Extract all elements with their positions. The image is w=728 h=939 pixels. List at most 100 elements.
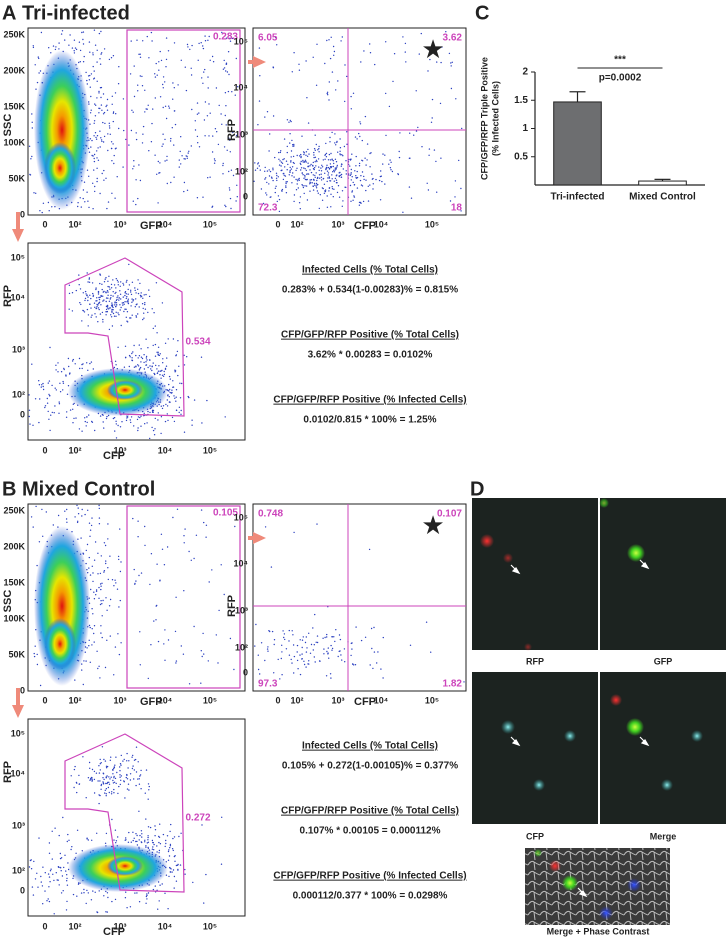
event-dot — [334, 133, 336, 135]
event-dot — [366, 159, 368, 161]
y-tick-label: 10³ — [12, 820, 25, 830]
event-dot — [42, 535, 44, 537]
event-dot — [164, 892, 166, 894]
y-tick-label: 200K — [3, 541, 25, 551]
event-dot — [111, 818, 113, 821]
event-dot — [31, 127, 33, 129]
plot-frame — [27, 242, 246, 441]
event-dot — [132, 111, 134, 113]
event-dot — [343, 145, 346, 148]
event-dot — [92, 580, 94, 583]
event-dot — [62, 382, 65, 384]
event-dot — [82, 292, 85, 294]
event-dot — [90, 899, 93, 901]
event-dot — [112, 120, 115, 123]
event-dot — [323, 653, 325, 655]
event-dot — [266, 170, 269, 172]
event-dot — [30, 859, 32, 861]
event-dot — [167, 419, 169, 422]
event-dot — [128, 789, 130, 791]
event-dot — [356, 170, 358, 173]
event-dot — [105, 562, 107, 565]
event-dot — [289, 169, 291, 172]
event-dot — [129, 317, 131, 319]
x-tick-label: 10³ — [113, 921, 126, 931]
event-dot — [283, 158, 285, 160]
event-dot — [72, 893, 75, 896]
event-dot — [132, 299, 135, 301]
event-dot — [119, 776, 121, 778]
x-axis-label: CFP — [103, 926, 125, 938]
x-tick-label: 10⁴ — [374, 695, 388, 705]
event-dot — [93, 78, 95, 80]
event-dot — [212, 135, 214, 137]
event-dot — [110, 287, 113, 289]
event-dot — [45, 511, 47, 513]
event-dot — [75, 48, 78, 51]
event-dot — [47, 382, 49, 384]
event-dot — [283, 138, 286, 140]
event-dot — [330, 677, 332, 679]
event-dot — [98, 112, 100, 114]
event-dot — [308, 663, 310, 665]
event-dot — [142, 40, 144, 42]
event-dot — [156, 351, 158, 353]
event-dot — [272, 179, 274, 182]
event-dot — [389, 167, 392, 169]
event-dot — [96, 297, 98, 299]
event-dot — [268, 169, 270, 171]
event-dot — [184, 66, 186, 68]
event-dot — [344, 64, 346, 66]
event-dot — [84, 420, 87, 423]
event-dot — [29, 423, 31, 425]
event-dot — [113, 777, 115, 779]
event-dot — [134, 287, 136, 289]
event-dot — [125, 281, 128, 283]
event-dot — [293, 143, 295, 146]
event-dot — [111, 325, 114, 327]
event-dot — [129, 906, 132, 908]
event-dot — [93, 153, 96, 156]
event-dot — [75, 852, 77, 854]
event-dot — [55, 369, 57, 371]
event-dot — [173, 87, 175, 89]
event-dot — [279, 160, 281, 162]
event-dot — [200, 682, 202, 684]
event-dot — [152, 108, 154, 110]
event-dot — [326, 633, 328, 636]
event-dot — [105, 177, 107, 179]
event-dot — [105, 300, 107, 303]
event-dot — [461, 127, 463, 130]
event-dot — [314, 184, 316, 186]
event-dot — [358, 165, 361, 167]
event-dot — [105, 311, 107, 313]
event-dot — [79, 302, 81, 304]
event-dot — [224, 204, 226, 206]
event-dot — [28, 409, 31, 411]
event-dot — [105, 277, 107, 279]
event-dot — [168, 875, 170, 878]
event-dot — [318, 145, 320, 148]
event-dot — [172, 849, 174, 852]
y-tick-label: 10² — [12, 389, 25, 399]
event-dot — [40, 875, 42, 878]
event-dot — [144, 303, 146, 306]
event-dot — [254, 645, 256, 647]
event-dot — [98, 308, 100, 311]
event-dot — [135, 292, 137, 294]
y-axis-label: RFP — [2, 761, 14, 783]
event-dot — [136, 834, 138, 837]
event-dot — [38, 541, 41, 543]
y-axis-label: SSC — [2, 114, 14, 137]
event-dot — [150, 553, 153, 555]
image-phase — [525, 848, 670, 925]
event-dot — [29, 174, 32, 176]
event-dot — [364, 636, 367, 638]
event-dot — [332, 165, 334, 168]
event-dot — [92, 208, 94, 210]
event-dot — [212, 61, 215, 63]
x-tick-label: Tri-infected — [551, 192, 605, 203]
event-dot — [328, 153, 331, 156]
quadrant-value: 18 — [451, 203, 463, 214]
event-dot — [97, 780, 99, 782]
